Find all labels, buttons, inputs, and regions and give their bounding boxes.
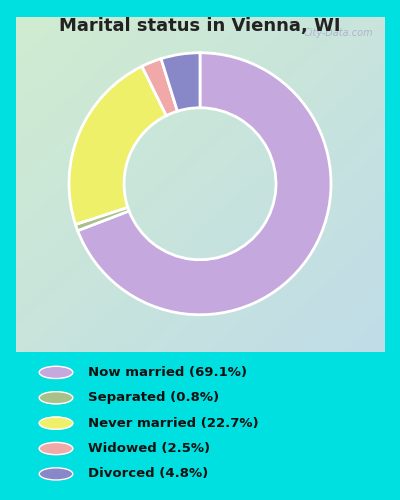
Circle shape [39,442,73,454]
Wedge shape [142,58,178,116]
Text: City-Data.com: City-Data.com [303,28,373,38]
Wedge shape [161,52,200,111]
Text: Widowed (2.5%): Widowed (2.5%) [88,442,210,455]
Text: Divorced (4.8%): Divorced (4.8%) [88,468,208,480]
Wedge shape [69,66,166,224]
Wedge shape [76,208,129,231]
Text: Never married (22.7%): Never married (22.7%) [88,416,259,430]
Text: Separated (0.8%): Separated (0.8%) [88,392,219,404]
Wedge shape [78,52,331,314]
Circle shape [39,392,73,404]
Text: Now married (69.1%): Now married (69.1%) [88,366,247,379]
Circle shape [39,417,73,429]
Circle shape [39,468,73,480]
Circle shape [39,366,73,378]
Text: Marital status in Vienna, WI: Marital status in Vienna, WI [59,18,341,36]
